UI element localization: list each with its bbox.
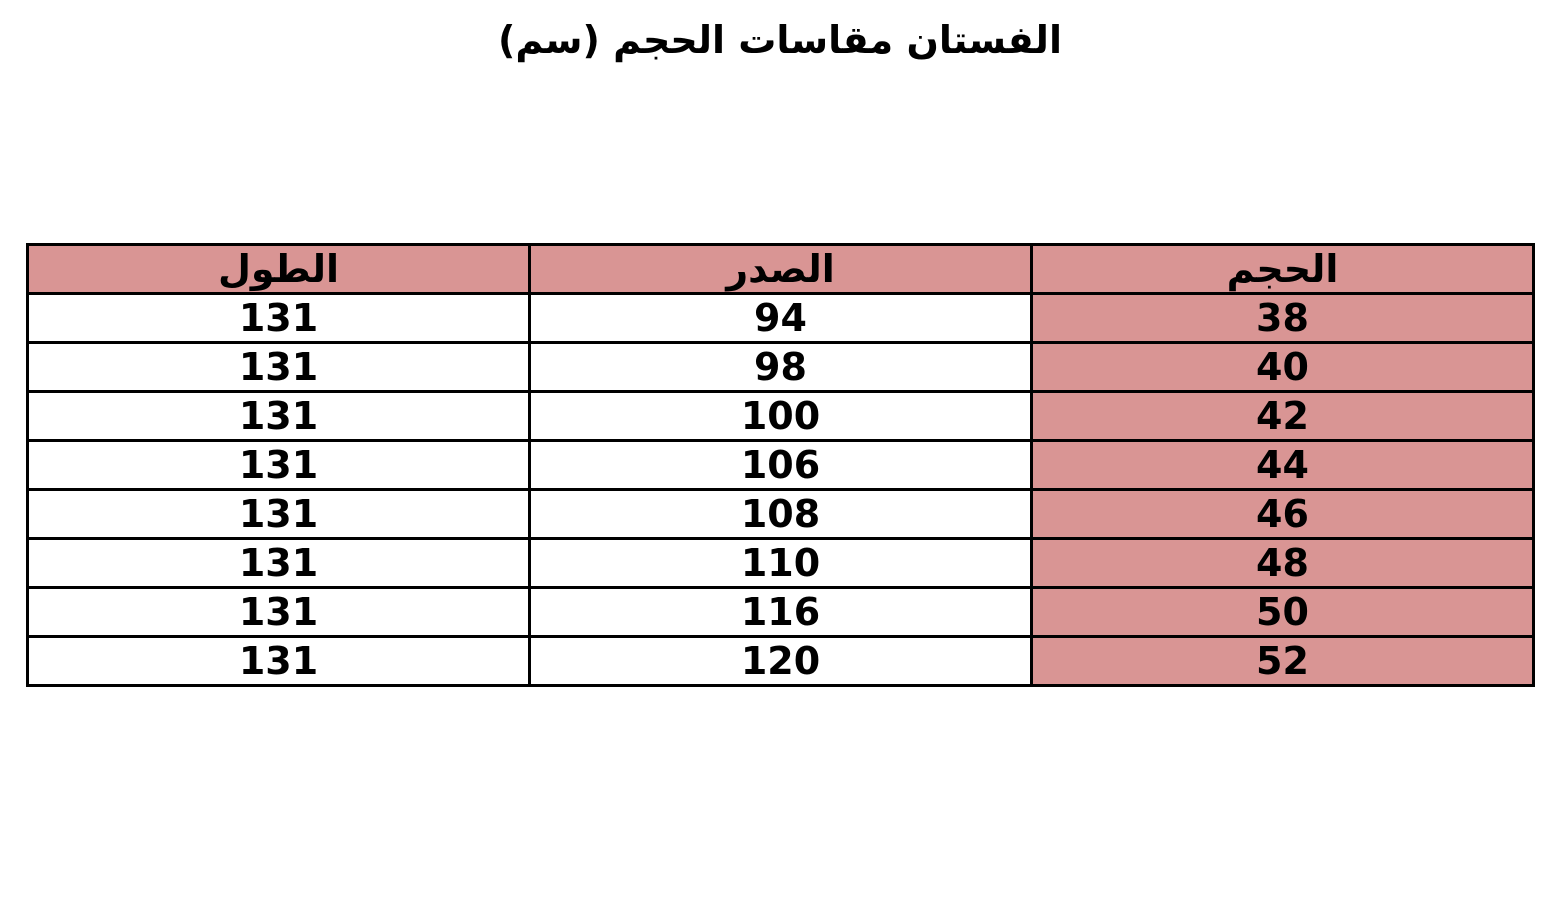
cell-size: 44: [1030, 439, 1535, 491]
table-row: 46 108 131: [26, 488, 1535, 540]
cell-length: 131: [26, 586, 531, 638]
cell-size: 38: [1030, 292, 1535, 344]
table-header-row: الحجم الصدر الطول: [26, 243, 1535, 295]
cell-chest: 116: [528, 586, 1033, 638]
cell-length: 131: [26, 635, 531, 687]
header-length: الطول: [26, 243, 531, 295]
page-title: الفستان مقاسات الحجم (سم): [498, 18, 1062, 62]
cell-size: 46: [1030, 488, 1535, 540]
table-row: 42 100 131: [26, 390, 1535, 442]
cell-length: 131: [26, 488, 531, 540]
cell-chest: 108: [528, 488, 1033, 540]
cell-length: 131: [26, 439, 531, 491]
table-row: 38 94 131: [26, 292, 1535, 344]
cell-chest: 94: [528, 292, 1033, 344]
table-row: 52 120 131: [26, 635, 1535, 687]
cell-chest: 98: [528, 341, 1033, 393]
cell-chest: 120: [528, 635, 1033, 687]
table-row: 44 106 131: [26, 439, 1535, 491]
cell-chest: 110: [528, 537, 1033, 589]
table-row: 50 116 131: [26, 586, 1535, 638]
header-size: الحجم: [1030, 243, 1535, 295]
cell-chest: 100: [528, 390, 1033, 442]
size-chart-table: الحجم الصدر الطول 38 94 131 40 98 131 42 100 131…: [26, 243, 1535, 687]
cell-length: 131: [26, 292, 531, 344]
cell-size: 52: [1030, 635, 1535, 687]
cell-chest: 106: [528, 439, 1033, 491]
cell-length: 131: [26, 341, 531, 393]
cell-length: 131: [26, 537, 531, 589]
cell-size: 48: [1030, 537, 1535, 589]
cell-size: 40: [1030, 341, 1535, 393]
cell-length: 131: [26, 390, 531, 442]
cell-size: 42: [1030, 390, 1535, 442]
header-chest: الصدر: [528, 243, 1033, 295]
table-row: 40 98 131: [26, 341, 1535, 393]
cell-size: 50: [1030, 586, 1535, 638]
table-row: 48 110 131: [26, 537, 1535, 589]
